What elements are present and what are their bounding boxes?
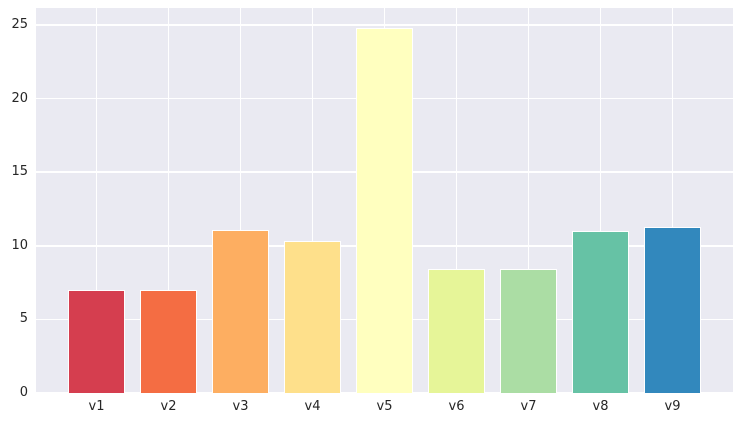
y-tick-label: 15 bbox=[11, 164, 28, 180]
gridline-x-v7 bbox=[527, 8, 530, 393]
y-tick-label: 25 bbox=[11, 16, 28, 32]
bar-v2 bbox=[139, 289, 198, 393]
gridline-x-v8 bbox=[599, 8, 602, 393]
bar-v4 bbox=[283, 241, 342, 393]
bar-v5 bbox=[355, 27, 414, 393]
bar-v8 bbox=[571, 231, 630, 393]
x-tick-label-v1: v1 bbox=[88, 399, 105, 414]
y-tick-label: 20 bbox=[11, 90, 28, 106]
x-tick-label-v8: v8 bbox=[592, 399, 609, 414]
bar-v6 bbox=[427, 269, 486, 393]
x-tick-label-v7: v7 bbox=[520, 399, 537, 414]
x-tick-label-v5: v5 bbox=[376, 399, 393, 414]
x-tick-label-v9: v9 bbox=[664, 399, 681, 414]
y-tick-label: 5 bbox=[19, 311, 28, 327]
bar-v9 bbox=[643, 226, 702, 393]
gridline-x-v4 bbox=[311, 8, 314, 393]
x-tick-label-v6: v6 bbox=[448, 399, 465, 414]
y-tick-label: 10 bbox=[11, 237, 28, 253]
x-tick-label-v3: v3 bbox=[232, 399, 249, 414]
bar-v1 bbox=[67, 289, 126, 393]
gridline-x-v2 bbox=[167, 8, 170, 393]
bar-v3 bbox=[211, 229, 270, 393]
gridline-x-v9 bbox=[671, 8, 674, 393]
gridline-x-v6 bbox=[455, 8, 458, 393]
gridline-x-v3 bbox=[239, 8, 242, 393]
gridline-x-v1 bbox=[95, 8, 98, 393]
plot-area bbox=[36, 8, 733, 394]
x-tick-label-v4: v4 bbox=[304, 399, 321, 414]
y-tick-label: 0 bbox=[19, 385, 28, 400]
bar-v7 bbox=[499, 269, 558, 393]
x-tick-label-v2: v2 bbox=[160, 399, 177, 414]
gridline-y-0 bbox=[36, 392, 733, 394]
